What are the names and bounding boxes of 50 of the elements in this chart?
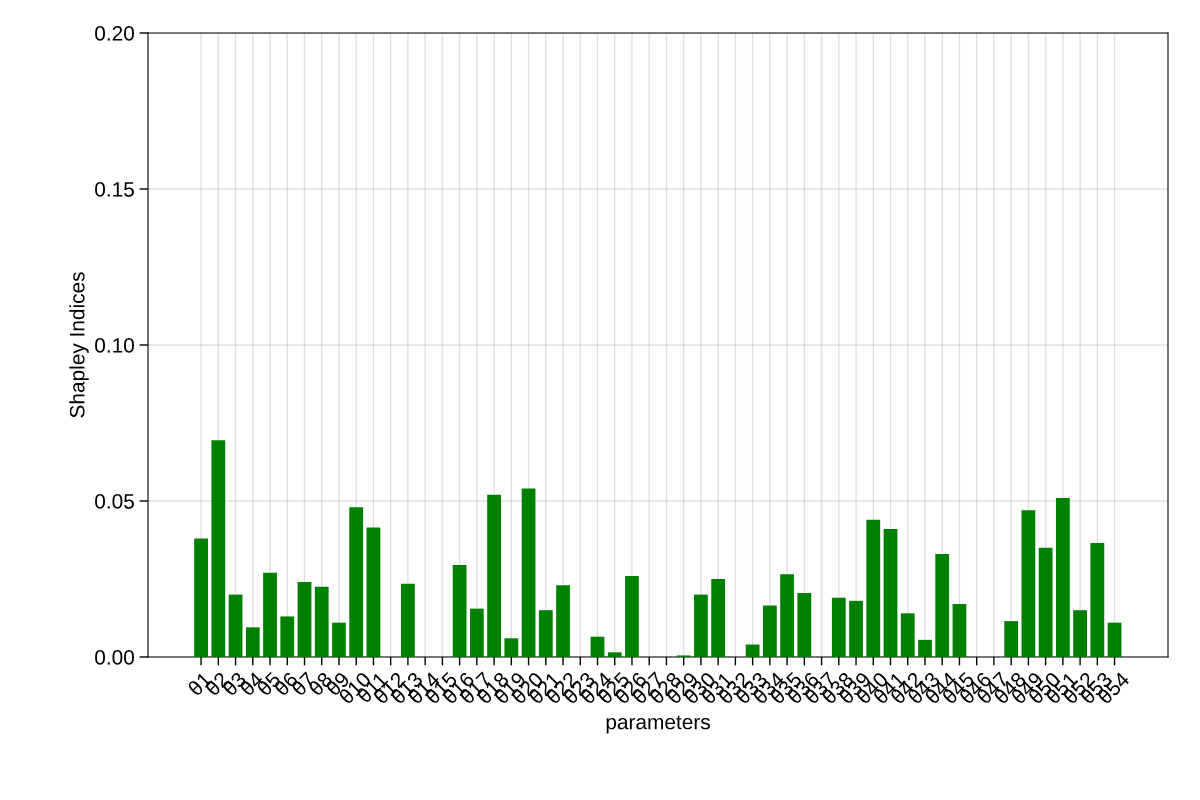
bar (883, 529, 898, 657)
y-tick-label: 0.15 (95, 182, 134, 197)
bar (935, 554, 950, 657)
bar (487, 494, 501, 657)
bar (263, 572, 277, 657)
bar (452, 564, 467, 657)
bar (366, 527, 381, 657)
bar (211, 440, 226, 657)
bar (556, 585, 570, 657)
bar (1055, 497, 1070, 657)
bar (228, 594, 243, 657)
bar (538, 610, 553, 657)
bar (745, 644, 760, 657)
bar (1090, 543, 1105, 657)
bar (831, 597, 846, 657)
bar (866, 519, 881, 657)
bar (607, 652, 622, 657)
bar (1107, 622, 1122, 657)
bar (297, 582, 312, 657)
y-tick-label: 0.20 (95, 26, 134, 41)
bar (1004, 621, 1019, 657)
y-axis-title: Shapley Indices (69, 272, 89, 418)
bar (194, 538, 208, 657)
bar (469, 608, 484, 657)
bar (401, 583, 415, 657)
bar (762, 605, 777, 657)
bar (590, 636, 605, 657)
bar (797, 593, 812, 657)
bar (1021, 510, 1036, 657)
bar (952, 603, 967, 657)
bar (694, 594, 708, 657)
bar (780, 574, 794, 657)
x-axis-title: parameters (606, 715, 710, 734)
bar (245, 627, 260, 657)
bar (314, 586, 329, 657)
y-tick-label: 0.00 (95, 650, 134, 665)
bar (900, 613, 915, 657)
bar (918, 639, 932, 657)
bar (625, 575, 639, 657)
bar (332, 622, 346, 657)
bar (504, 638, 519, 657)
bar (849, 600, 863, 657)
bar (280, 616, 295, 657)
bar (711, 579, 726, 657)
y-tick-label: 0.10 (95, 338, 134, 353)
bar (521, 488, 536, 657)
bar (1073, 610, 1087, 657)
y-tick-label: 0.05 (95, 494, 134, 509)
bar (349, 507, 364, 657)
bar (1038, 547, 1053, 657)
